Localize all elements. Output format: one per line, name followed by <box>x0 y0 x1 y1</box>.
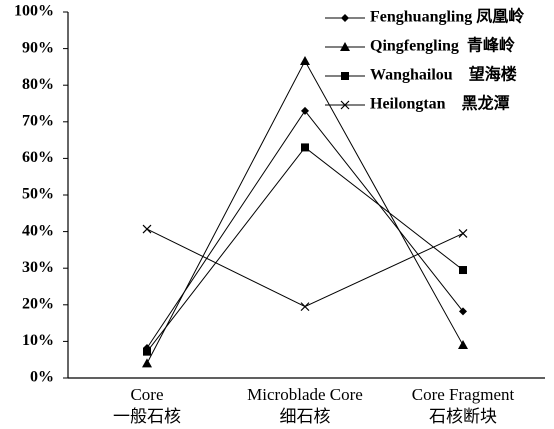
y-tick-label: 70% <box>22 112 54 129</box>
marker <box>301 106 309 115</box>
x-tick-label: Core <box>130 385 163 404</box>
x-tick-label: 一般石核 <box>113 407 181 426</box>
marker <box>458 229 468 238</box>
y-tick-label: 0% <box>30 369 54 386</box>
marker <box>459 307 467 316</box>
y-tick-label: 60% <box>22 149 54 166</box>
legend-label: Wanghailou 望海楼 <box>370 65 517 84</box>
y-tick-label: 100% <box>14 3 54 20</box>
marker <box>300 302 310 312</box>
y-tick-label: 40% <box>22 222 54 239</box>
x-tick-label: 细石核 <box>280 407 331 426</box>
marker <box>340 100 350 110</box>
series-line <box>146 228 464 308</box>
series-line <box>146 146 464 352</box>
legend-label: Fenghuangling 凤凰岭 <box>370 7 524 26</box>
legend-label: Heilongtan 黑龙潭 <box>370 94 510 113</box>
x-tick-label: 石核断块 <box>429 407 497 426</box>
y-tick-label: 50% <box>22 186 54 203</box>
x-tick-label: Microblade Core <box>247 385 363 404</box>
marker <box>459 266 467 275</box>
y-tick-label: 80% <box>22 76 54 93</box>
marker <box>301 143 309 152</box>
y-tick-label: 90% <box>22 39 54 56</box>
marker <box>341 14 349 22</box>
y-tick-label: 10% <box>22 332 54 349</box>
x-tick-label: Core Fragment <box>412 385 515 404</box>
y-tick-label: 30% <box>22 259 54 276</box>
marker <box>340 42 350 51</box>
marker <box>142 224 152 234</box>
marker <box>458 340 468 350</box>
legend-label: Qingfengling 青峰岭 <box>370 36 515 55</box>
marker <box>143 347 151 356</box>
marker <box>341 72 349 80</box>
marker <box>300 56 310 66</box>
y-tick-label: 20% <box>22 295 54 312</box>
marker <box>142 358 152 368</box>
